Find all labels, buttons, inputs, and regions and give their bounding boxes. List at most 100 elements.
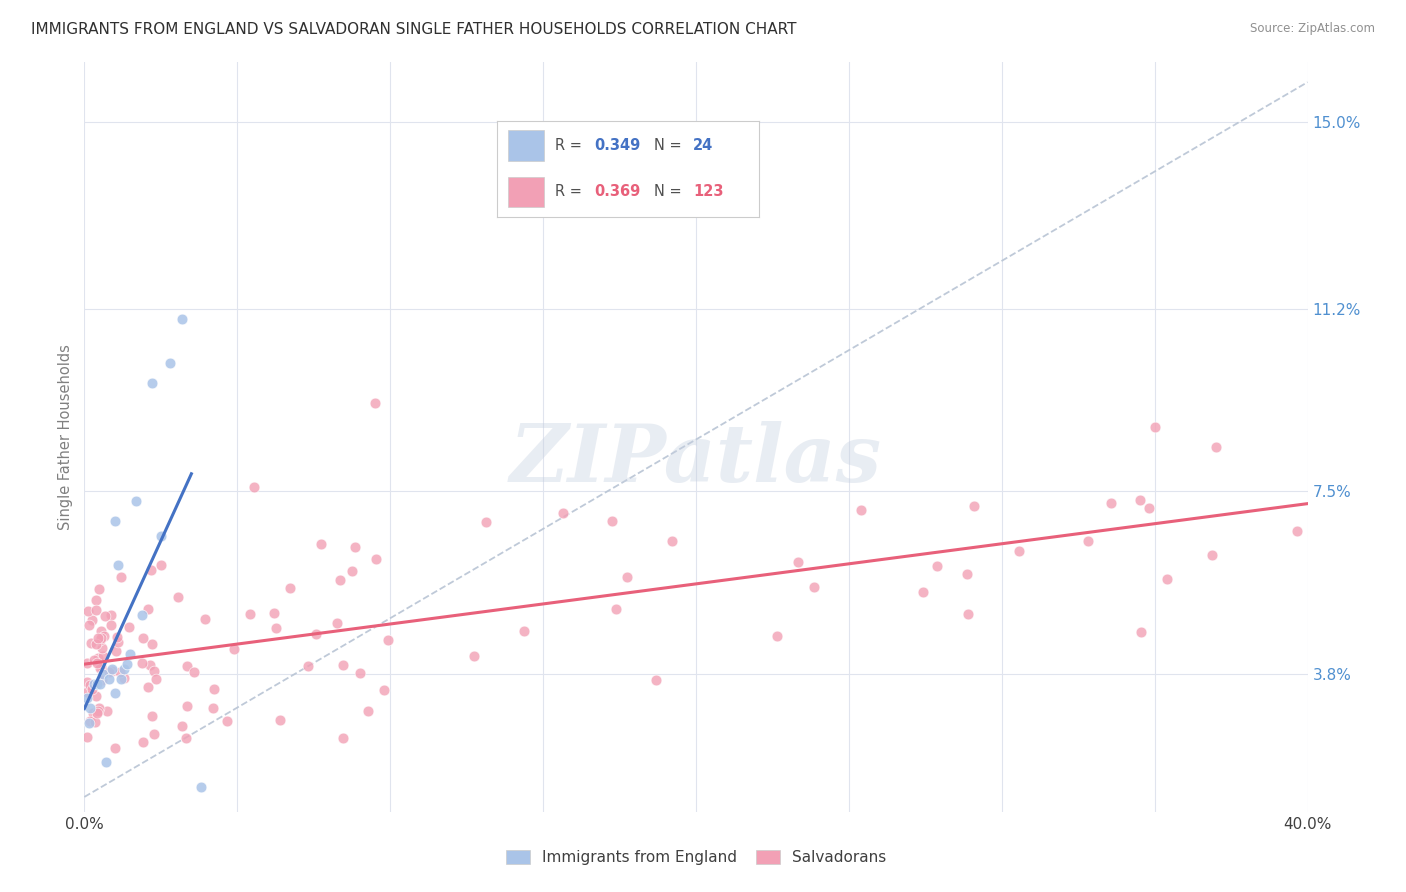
Point [1143, 420, 1166, 434]
Point [79, 701, 101, 715]
Point [136, 602, 159, 616]
Point [91, 648, 114, 663]
Point [141, 709, 163, 723]
Point [100, 608, 122, 623]
Point [136, 680, 159, 694]
Point [86, 656, 108, 670]
Point [131, 656, 153, 670]
Point [963, 499, 986, 513]
Point [377, 632, 399, 647]
Point [141, 563, 163, 577]
Point [76, 674, 98, 689]
Point [107, 631, 129, 645]
Point [104, 686, 127, 700]
Point [77, 618, 100, 632]
Point [132, 735, 155, 749]
Point [159, 356, 181, 370]
Point [149, 529, 172, 543]
Point [174, 731, 197, 745]
Point [86, 676, 108, 690]
Text: IMMIGRANTS FROM ENGLAND VS SALVADORAN SINGLE FATHER HOUSEHOLDS CORRELATION CHART: IMMIGRANTS FROM ENGLAND VS SALVADORAN SI… [31, 22, 796, 37]
Point [332, 657, 354, 672]
Point [79, 714, 101, 728]
Point [84, 593, 107, 607]
Text: 123: 123 [693, 185, 724, 200]
Point [108, 665, 131, 680]
Point [115, 657, 138, 671]
Point [201, 701, 224, 715]
Text: 0.369: 0.369 [593, 185, 640, 200]
Point [242, 480, 264, 494]
Point [110, 570, 132, 584]
Point [551, 506, 574, 520]
Point [145, 672, 167, 686]
Point [84, 637, 107, 651]
Point [90, 624, 112, 638]
Point [463, 648, 485, 663]
Point [956, 566, 979, 581]
Text: N =: N = [654, 138, 682, 153]
Point [1130, 625, 1153, 640]
Point [311, 537, 333, 551]
Point [101, 665, 124, 679]
Point [513, 624, 536, 638]
Point [77, 716, 100, 731]
Point [87, 651, 110, 665]
Point [297, 658, 319, 673]
Point [1156, 572, 1178, 586]
Point [194, 612, 217, 626]
Point [1007, 543, 1029, 558]
Bar [508, 130, 544, 161]
Point [87, 631, 110, 645]
Point [76, 691, 98, 706]
Point [104, 741, 127, 756]
Point [90, 659, 112, 673]
Point [364, 395, 387, 409]
Point [79, 678, 101, 692]
Point [305, 626, 328, 640]
Text: N =: N = [654, 185, 682, 200]
Point [100, 618, 122, 632]
Point [76, 685, 98, 699]
Point [97, 672, 120, 686]
Point [141, 637, 163, 651]
Point [101, 662, 124, 676]
Point [150, 558, 173, 572]
Point [1137, 500, 1160, 515]
Point [87, 705, 110, 719]
Point [125, 494, 148, 508]
Point [605, 601, 627, 615]
Point [107, 634, 129, 648]
Point [104, 643, 127, 657]
Point [80, 614, 103, 628]
Point [239, 607, 262, 621]
Point [278, 581, 301, 595]
Point [765, 629, 787, 643]
Point [143, 727, 166, 741]
Point [849, 503, 872, 517]
Point [76, 657, 98, 671]
Point [80, 636, 103, 650]
Point [787, 555, 810, 569]
Point [956, 607, 979, 622]
Point [84, 689, 107, 703]
Point [202, 681, 225, 696]
Point [475, 516, 498, 530]
Point [349, 666, 371, 681]
Text: ZIPatlas: ZIPatlas [510, 421, 882, 499]
Point [172, 311, 194, 326]
Point [91, 666, 114, 681]
Point [616, 570, 638, 584]
Point [84, 603, 107, 617]
Point [1077, 533, 1099, 548]
Point [83, 676, 105, 690]
Y-axis label: Single Father Households: Single Father Households [58, 344, 73, 530]
Point [132, 631, 155, 645]
Point [172, 719, 194, 733]
Point [332, 731, 354, 745]
Point [344, 540, 367, 554]
Point [82, 681, 104, 696]
Point [104, 514, 127, 528]
Point [98, 665, 121, 679]
Bar [508, 177, 544, 207]
